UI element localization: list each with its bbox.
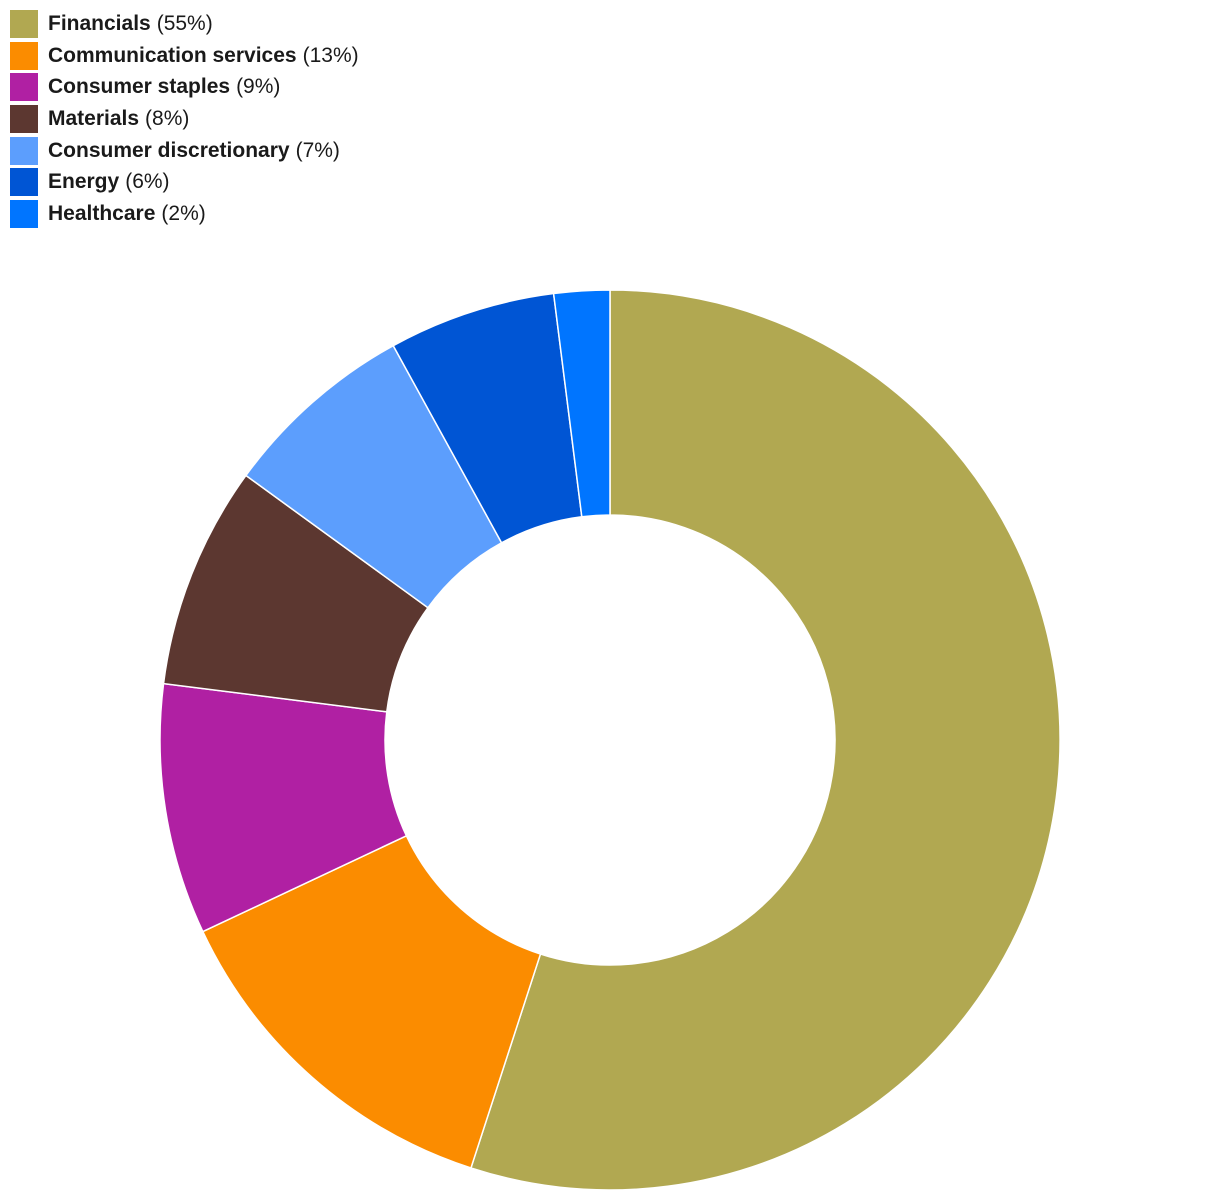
legend-label: Energy <box>48 170 120 194</box>
legend-swatch <box>10 9 38 38</box>
legend-label: Financials <box>48 11 151 35</box>
donut-slice-communication-services <box>201 834 542 1169</box>
legend-swatch <box>10 73 38 102</box>
legend-swatch <box>10 104 38 133</box>
legend-item: Communication services (13%) <box>10 40 359 72</box>
legend-swatch <box>10 199 38 228</box>
legend-percent: (7%) <box>295 138 340 162</box>
legend-swatch <box>10 41 38 70</box>
legend-label: Consumer staples <box>48 75 231 99</box>
legend-swatch <box>10 136 38 165</box>
legend-swatch <box>10 168 38 197</box>
donut-slice-financials <box>469 289 1061 1191</box>
legend-percent: (6%) <box>125 170 170 194</box>
legend-item: Consumer staples (9%) <box>10 71 359 103</box>
legend-percent: (8%) <box>145 106 190 130</box>
legend-percent: (55%) <box>156 11 213 35</box>
legend-label: Materials <box>48 106 140 130</box>
legend-percent: (9%) <box>236 75 281 99</box>
legend-item: Materials (8%) <box>10 103 359 135</box>
legend-item: Financials (55%) <box>10 8 359 40</box>
legend-item: Energy (6%) <box>10 166 359 198</box>
legend-label: Communication services <box>48 43 297 67</box>
legend-percent: (13%) <box>302 43 359 67</box>
legend-percent: (2%) <box>161 201 206 225</box>
legend-label: Healthcare <box>48 201 156 225</box>
legend-label: Consumer discretionary <box>48 138 290 162</box>
chart-legend: Financials (55%) Communication services (13… <box>10 8 359 230</box>
donut-slice-healthcare <box>552 289 611 518</box>
legend-item: Consumer discretionary (7%) <box>10 135 359 167</box>
legend-item: Healthcare (2%) <box>10 198 359 230</box>
